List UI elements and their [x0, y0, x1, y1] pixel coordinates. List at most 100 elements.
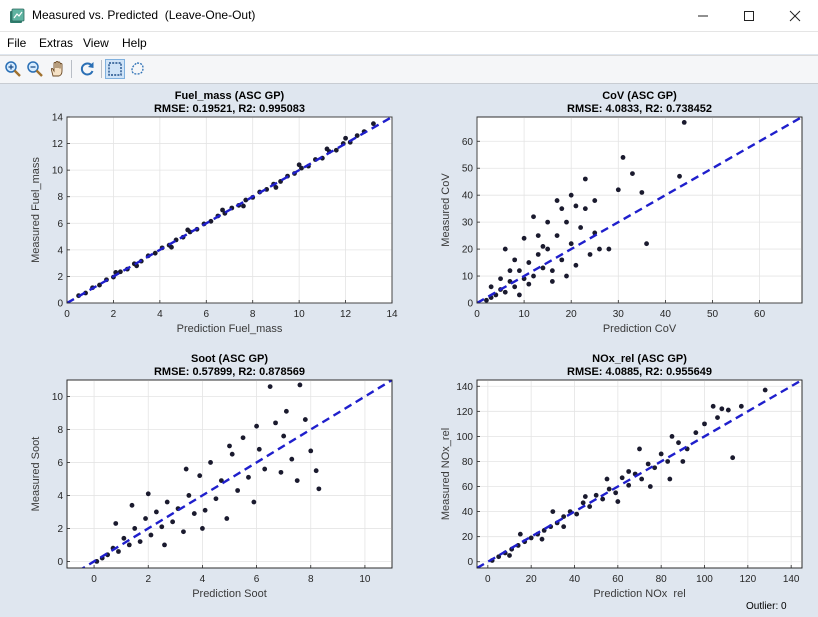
- data-point[interactable]: [592, 198, 598, 203]
- menu-help[interactable]: Help: [122, 36, 147, 50]
- data-point[interactable]: [254, 423, 259, 429]
- data-point[interactable]: [531, 214, 536, 220]
- data-point[interactable]: [132, 526, 138, 531]
- data-point[interactable]: [559, 257, 565, 263]
- data-point[interactable]: [126, 542, 132, 548]
- data-point[interactable]: [113, 521, 119, 526]
- data-point[interactable]: [200, 526, 205, 531]
- data-point[interactable]: [604, 476, 610, 482]
- data-point[interactable]: [582, 206, 588, 212]
- chart-3[interactable]: 0 20 40 60 80 100 120 140 0 20 40 60 80 100 120 140 NOx_…: [440, 353, 803, 598]
- data-point[interactable]: [564, 219, 569, 225]
- data-point[interactable]: [619, 475, 625, 481]
- data-point[interactable]: [667, 476, 673, 482]
- data-point[interactable]: [183, 466, 189, 472]
- data-point[interactable]: [637, 446, 642, 452]
- data-point[interactable]: [297, 382, 303, 388]
- data-point[interactable]: [526, 260, 532, 265]
- data-point[interactable]: [267, 384, 273, 389]
- data-point[interactable]: [159, 524, 165, 530]
- data-point[interactable]: [526, 281, 532, 287]
- data-point[interactable]: [573, 262, 579, 268]
- data-point[interactable]: [294, 478, 300, 483]
- data-point[interactable]: [587, 504, 593, 509]
- data-point[interactable]: [241, 203, 246, 209]
- data-point[interactable]: [615, 187, 621, 193]
- data-point[interactable]: [502, 246, 508, 252]
- data-point[interactable]: [582, 494, 588, 499]
- data-point[interactable]: [169, 244, 174, 250]
- data-point[interactable]: [665, 459, 671, 464]
- data-point[interactable]: [710, 403, 716, 409]
- data-point[interactable]: [516, 292, 522, 298]
- pan-button[interactable]: [47, 59, 67, 79]
- data-point[interactable]: [484, 297, 489, 303]
- data-point[interactable]: [658, 451, 664, 457]
- data-point[interactable]: [343, 135, 348, 141]
- data-point[interactable]: [273, 185, 279, 190]
- data-point[interactable]: [227, 443, 232, 449]
- data-point[interactable]: [256, 446, 262, 452]
- data-point[interactable]: [730, 455, 736, 461]
- data-point[interactable]: [121, 535, 127, 541]
- data-point[interactable]: [680, 459, 686, 464]
- data-point[interactable]: [213, 496, 219, 502]
- data-point[interactable]: [578, 225, 584, 230]
- data-point[interactable]: [550, 509, 556, 514]
- data-point[interactable]: [600, 496, 606, 502]
- data-point[interactable]: [540, 265, 546, 271]
- data-point[interactable]: [371, 121, 376, 127]
- data-point[interactable]: [582, 176, 588, 182]
- data-point[interactable]: [561, 514, 567, 520]
- data-point[interactable]: [512, 284, 518, 290]
- data-point[interactable]: [281, 433, 287, 439]
- data-point[interactable]: [333, 147, 339, 153]
- data-point[interactable]: [243, 197, 249, 203]
- data-point[interactable]: [539, 536, 545, 542]
- lasso-select-button[interactable]: [127, 59, 147, 79]
- data-point[interactable]: [262, 466, 268, 472]
- data-point[interactable]: [251, 499, 257, 505]
- data-point[interactable]: [639, 476, 645, 482]
- chart-1[interactable]: 0 10 20 30 40 50 60 0 10 20 30 40 50 60 CoV (ASC GP)RM…: [440, 90, 803, 335]
- data-point[interactable]: [554, 198, 560, 203]
- data-point[interactable]: [278, 469, 284, 475]
- data-point[interactable]: [554, 233, 560, 239]
- data-point[interactable]: [354, 133, 360, 138]
- data-point[interactable]: [308, 448, 314, 454]
- data-point[interactable]: [246, 474, 251, 480]
- data-point[interactable]: [626, 482, 632, 488]
- menu-file[interactable]: File: [7, 36, 27, 50]
- data-point[interactable]: [652, 465, 658, 471]
- data-point[interactable]: [573, 203, 579, 209]
- data-point[interactable]: [647, 484, 653, 489]
- data-point[interactable]: [296, 162, 302, 168]
- data-point[interactable]: [615, 499, 621, 504]
- data-point[interactable]: [559, 206, 565, 212]
- data-point[interactable]: [185, 227, 191, 233]
- data-point[interactable]: [170, 519, 176, 525]
- data-point[interactable]: [561, 524, 567, 530]
- data-point[interactable]: [283, 408, 289, 414]
- data-point[interactable]: [116, 549, 121, 554]
- data-point[interactable]: [620, 155, 626, 160]
- data-point[interactable]: [507, 268, 513, 274]
- data-point[interactable]: [324, 146, 330, 152]
- data-point[interactable]: [153, 509, 159, 515]
- data-point[interactable]: [762, 387, 768, 393]
- menu-view[interactable]: View: [83, 36, 109, 50]
- close-button[interactable]: [772, 0, 818, 31]
- data-point[interactable]: [273, 420, 278, 426]
- data-point[interactable]: [549, 279, 555, 284]
- data-point[interactable]: [676, 440, 681, 446]
- data-point[interactable]: [613, 490, 619, 496]
- data-point[interactable]: [197, 473, 203, 479]
- data-point[interactable]: [545, 246, 551, 252]
- data-point[interactable]: [738, 403, 744, 409]
- data-point[interactable]: [564, 273, 569, 279]
- data-point[interactable]: [535, 252, 541, 257]
- data-point[interactable]: [202, 507, 208, 513]
- data-point[interactable]: [143, 516, 148, 521]
- data-point[interactable]: [229, 451, 235, 457]
- data-point[interactable]: [129, 502, 135, 508]
